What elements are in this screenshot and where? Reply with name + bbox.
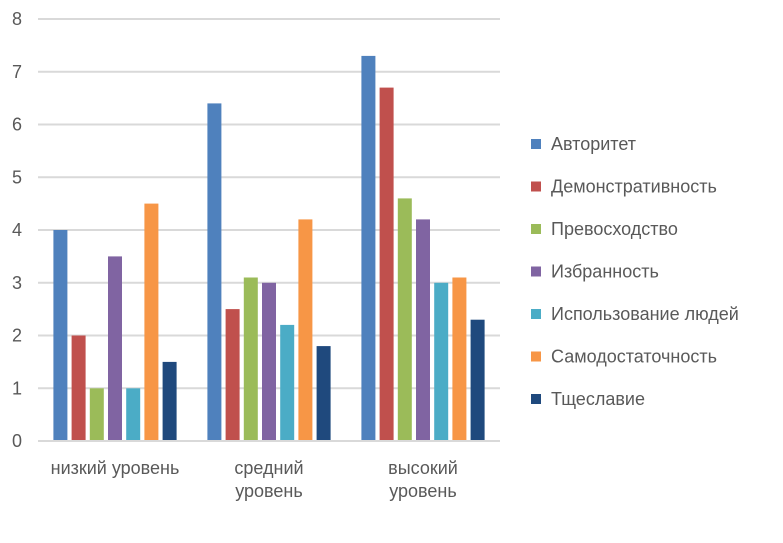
bar (207, 103, 222, 442)
y-tick-label: 5 (12, 167, 22, 187)
legend-swatch (531, 266, 541, 277)
x-tick-label: высокий уровень (388, 458, 458, 501)
legend-label: Превосходство (551, 219, 678, 239)
bar (416, 219, 430, 441)
bar (452, 277, 467, 441)
bar (397, 198, 412, 441)
y-tick-label: 1 (12, 378, 22, 398)
bar (144, 203, 159, 441)
x-axis: низкий уровень средний уровень высокий урове… (38, 440, 500, 501)
bar (434, 282, 449, 442)
y-tick-label: 2 (12, 326, 22, 346)
legend-swatch (531, 351, 541, 362)
legend-swatch (531, 181, 541, 192)
bar (280, 324, 295, 441)
bar (53, 230, 68, 441)
bar (126, 388, 141, 442)
y-tick-label: 0 (12, 431, 22, 451)
legend-label: Избранность (551, 262, 659, 282)
bar (162, 361, 177, 441)
bar (243, 277, 258, 441)
bar (89, 388, 104, 442)
y-tick-label: 4 (12, 220, 22, 240)
bar (71, 335, 86, 441)
bar (225, 309, 240, 441)
legend: Авторитет Демонстративность Превосходство И… (531, 134, 739, 409)
bar (361, 55, 376, 442)
legend-label: Самодостаточность (551, 347, 717, 367)
legend-label: Авторитет (551, 134, 636, 154)
bar (379, 87, 394, 441)
bar (470, 319, 485, 441)
y-tick-label: 7 (12, 62, 22, 82)
legend-swatch (531, 224, 541, 234)
bar (316, 346, 331, 441)
y-axis: 0 1 2 3 4 5 6 7 8 (12, 9, 22, 451)
bar (298, 219, 313, 441)
bar (262, 282, 276, 442)
x-tick-label: средний уровень (234, 458, 303, 501)
legend-swatch (531, 309, 541, 319)
bar (108, 256, 122, 441)
legend-label: Тщеславие (551, 389, 645, 409)
x-tick-label: низкий уровень (51, 458, 180, 478)
legend-label: Демонстративность (551, 177, 717, 197)
y-tick-label: 6 (12, 115, 22, 135)
bars (53, 55, 485, 442)
y-tick-label: 3 (12, 273, 22, 293)
legend-swatch (531, 394, 541, 404)
legend-label: Использование людей (551, 304, 739, 324)
y-tick-label: 8 (12, 9, 22, 29)
legend-swatch (531, 139, 541, 149)
